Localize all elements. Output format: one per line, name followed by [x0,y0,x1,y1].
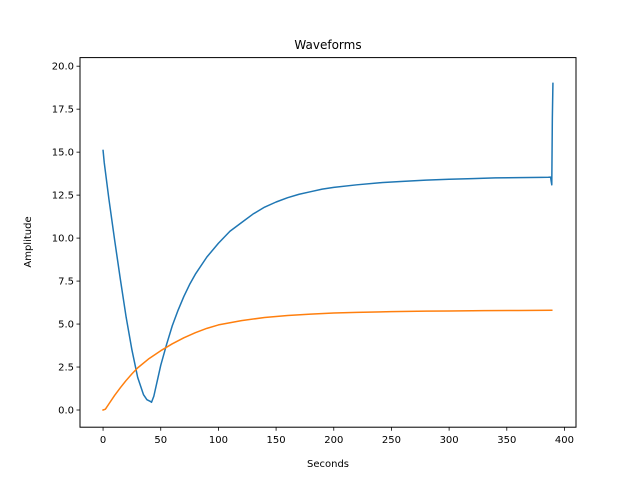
y-tick-label: 5.0 [58,320,74,331]
y-tick-label: 12.5 [52,191,74,202]
y-axis: 0.0 2.5 5.0 7.5 10.0 12.5 15.0 17.5 20.0 [52,62,80,417]
x-tick-label: 350 [497,435,516,446]
series-2-line [102,309,553,411]
chart-title: Waveforms [294,38,361,52]
plot-area [102,82,554,411]
y-tick-label: 15.0 [52,148,74,159]
y-tick-label: 7.5 [58,277,74,288]
x-tick-label: 150 [267,435,286,446]
x-tick-label: 100 [209,435,228,446]
y-axis-label: Amplitude [23,216,34,267]
x-tick-label: 0 [100,435,106,446]
axes-frame [79,57,577,428]
series-1-line [102,82,554,404]
y-tick-label: 17.5 [52,105,74,116]
x-tick-label: 400 [555,435,574,446]
x-tick-label: 300 [440,435,459,446]
y-tick-label: 10.0 [52,234,74,245]
y-tick-label: 0.0 [58,406,74,417]
x-axis: 0 50 100 150 200 250 300 350 400 [100,427,574,446]
x-tick-label: 250 [382,435,401,446]
y-tick-label: 2.5 [58,363,74,374]
x-axis-label: Seconds [307,459,349,470]
x-tick-label: 50 [154,435,167,446]
x-tick-label: 200 [324,435,343,446]
y-tick-label: 20.0 [52,62,74,73]
